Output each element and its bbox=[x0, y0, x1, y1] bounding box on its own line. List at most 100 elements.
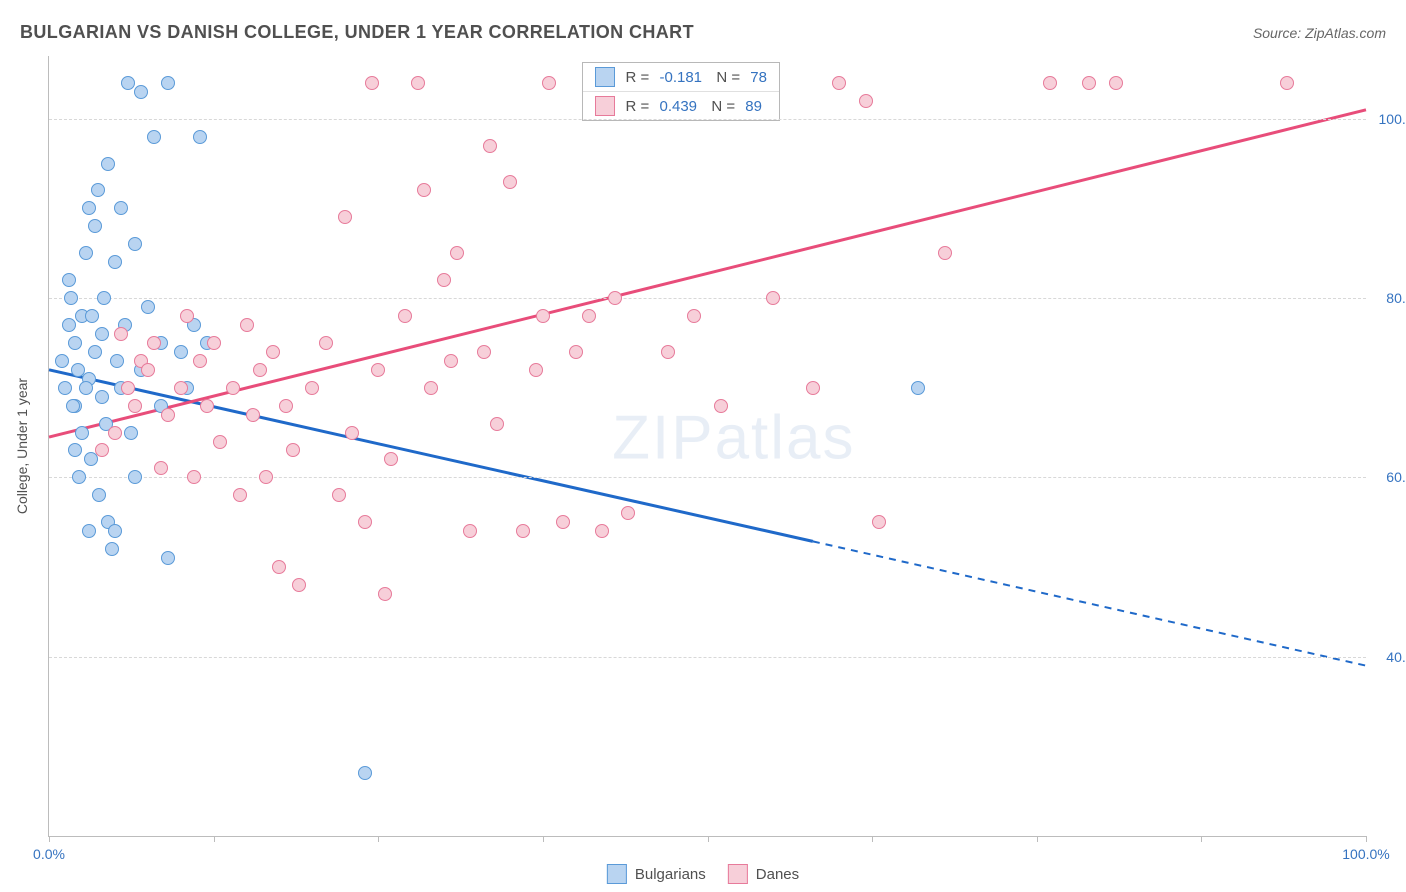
scatter-point-danes bbox=[384, 452, 398, 466]
scatter-point-danes bbox=[246, 408, 260, 422]
scatter-point-danes bbox=[569, 345, 583, 359]
scatter-point-danes bbox=[207, 336, 221, 350]
scatter-point-danes bbox=[279, 399, 293, 413]
x-tick-label: 100.0% bbox=[1342, 846, 1389, 862]
stats-legend-row: R = 0.439 N = 89 bbox=[583, 91, 779, 120]
scatter-point-danes bbox=[483, 139, 497, 153]
scatter-point-danes bbox=[338, 210, 352, 224]
scatter-point-bulgarians bbox=[72, 470, 86, 484]
scatter-point-danes bbox=[463, 524, 477, 538]
scatter-point-bulgarians bbox=[88, 345, 102, 359]
scatter-point-danes bbox=[161, 408, 175, 422]
scatter-point-danes bbox=[398, 309, 412, 323]
x-tick bbox=[378, 836, 379, 842]
scatter-point-danes bbox=[621, 506, 635, 520]
scatter-point-bulgarians bbox=[121, 76, 135, 90]
gridline bbox=[49, 657, 1366, 658]
scatter-point-danes bbox=[141, 363, 155, 377]
chart-title: BULGARIAN VS DANISH COLLEGE, UNDER 1 YEA… bbox=[20, 22, 694, 43]
scatter-point-bulgarians bbox=[161, 76, 175, 90]
scatter-point-danes bbox=[358, 515, 372, 529]
scatter-point-bulgarians bbox=[193, 130, 207, 144]
title-bar: BULGARIAN VS DANISH COLLEGE, UNDER 1 YEA… bbox=[20, 22, 1386, 43]
scatter-point-danes bbox=[1043, 76, 1057, 90]
scatter-point-bulgarians bbox=[114, 201, 128, 215]
chart-plot-area: ZIPatlas R = -0.181 N = 78 R = 0.439 N =… bbox=[48, 56, 1366, 837]
scatter-point-bulgarians bbox=[174, 345, 188, 359]
legend-swatch bbox=[595, 67, 615, 87]
scatter-point-danes bbox=[114, 327, 128, 341]
scatter-point-bulgarians bbox=[85, 309, 99, 323]
legend-N-value: 89 bbox=[741, 98, 762, 115]
legend-R-value: -0.181 bbox=[655, 69, 702, 86]
scatter-point-danes bbox=[542, 76, 556, 90]
y-tick-label: 60.0% bbox=[1376, 469, 1406, 485]
scatter-point-danes bbox=[938, 246, 952, 260]
scatter-point-bulgarians bbox=[75, 426, 89, 440]
scatter-point-danes bbox=[253, 363, 267, 377]
scatter-point-bulgarians bbox=[108, 524, 122, 538]
scatter-point-bulgarians bbox=[55, 354, 69, 368]
gridline bbox=[49, 119, 1366, 120]
x-tick-label: 0.0% bbox=[33, 846, 65, 862]
scatter-point-bulgarians bbox=[68, 443, 82, 457]
scatter-point-bulgarians bbox=[92, 488, 106, 502]
scatter-point-bulgarians bbox=[64, 291, 78, 305]
x-tick bbox=[214, 836, 215, 842]
scatter-point-danes bbox=[259, 470, 273, 484]
scatter-point-bulgarians bbox=[62, 318, 76, 332]
scatter-point-danes bbox=[1082, 76, 1096, 90]
scatter-point-bulgarians bbox=[128, 237, 142, 251]
scatter-point-bulgarians bbox=[147, 130, 161, 144]
scatter-point-danes bbox=[180, 309, 194, 323]
scatter-point-bulgarians bbox=[58, 381, 72, 395]
x-tick bbox=[708, 836, 709, 842]
scatter-point-bulgarians bbox=[95, 390, 109, 404]
scatter-point-danes bbox=[121, 381, 135, 395]
regression-line-danes bbox=[49, 110, 1366, 437]
scatter-point-bulgarians bbox=[141, 300, 155, 314]
scatter-point-bulgarians bbox=[101, 157, 115, 171]
legend-R-label: R = bbox=[621, 98, 649, 115]
scatter-point-danes bbox=[1280, 76, 1294, 90]
scatter-point-danes bbox=[687, 309, 701, 323]
legend-N-value: 78 bbox=[746, 69, 767, 86]
scatter-point-danes bbox=[516, 524, 530, 538]
scatter-point-danes bbox=[128, 399, 142, 413]
x-tick bbox=[49, 836, 50, 842]
scatter-point-bulgarians bbox=[105, 542, 119, 556]
scatter-point-danes bbox=[595, 524, 609, 538]
scatter-point-danes bbox=[233, 488, 247, 502]
scatter-point-danes bbox=[95, 443, 109, 457]
regression-line-bulgarians bbox=[49, 370, 813, 542]
scatter-point-danes bbox=[371, 363, 385, 377]
x-tick bbox=[872, 836, 873, 842]
scatter-point-danes bbox=[108, 426, 122, 440]
scatter-point-bulgarians bbox=[97, 291, 111, 305]
scatter-point-danes bbox=[503, 175, 517, 189]
gridline bbox=[49, 477, 1366, 478]
scatter-point-danes bbox=[305, 381, 319, 395]
x-tick bbox=[1201, 836, 1202, 842]
scatter-point-bulgarians bbox=[358, 766, 372, 780]
bottom-legend-label: Danes bbox=[756, 866, 799, 883]
scatter-point-danes bbox=[345, 426, 359, 440]
scatter-point-danes bbox=[193, 354, 207, 368]
scatter-point-bulgarians bbox=[79, 381, 93, 395]
scatter-point-danes bbox=[226, 381, 240, 395]
scatter-point-bulgarians bbox=[110, 354, 124, 368]
scatter-point-bulgarians bbox=[91, 183, 105, 197]
scatter-point-danes bbox=[365, 76, 379, 90]
scatter-point-danes bbox=[714, 399, 728, 413]
scatter-point-bulgarians bbox=[161, 551, 175, 565]
scatter-point-bulgarians bbox=[911, 381, 925, 395]
scatter-point-danes bbox=[332, 488, 346, 502]
legend-R-value: 0.439 bbox=[655, 98, 697, 115]
scatter-point-danes bbox=[272, 560, 286, 574]
scatter-point-danes bbox=[582, 309, 596, 323]
gridline bbox=[49, 298, 1366, 299]
bottom-legend: BulgariansDanes bbox=[607, 864, 799, 884]
x-tick bbox=[1366, 836, 1367, 842]
legend-R-label: R = bbox=[621, 69, 649, 86]
scatter-point-danes bbox=[200, 399, 214, 413]
